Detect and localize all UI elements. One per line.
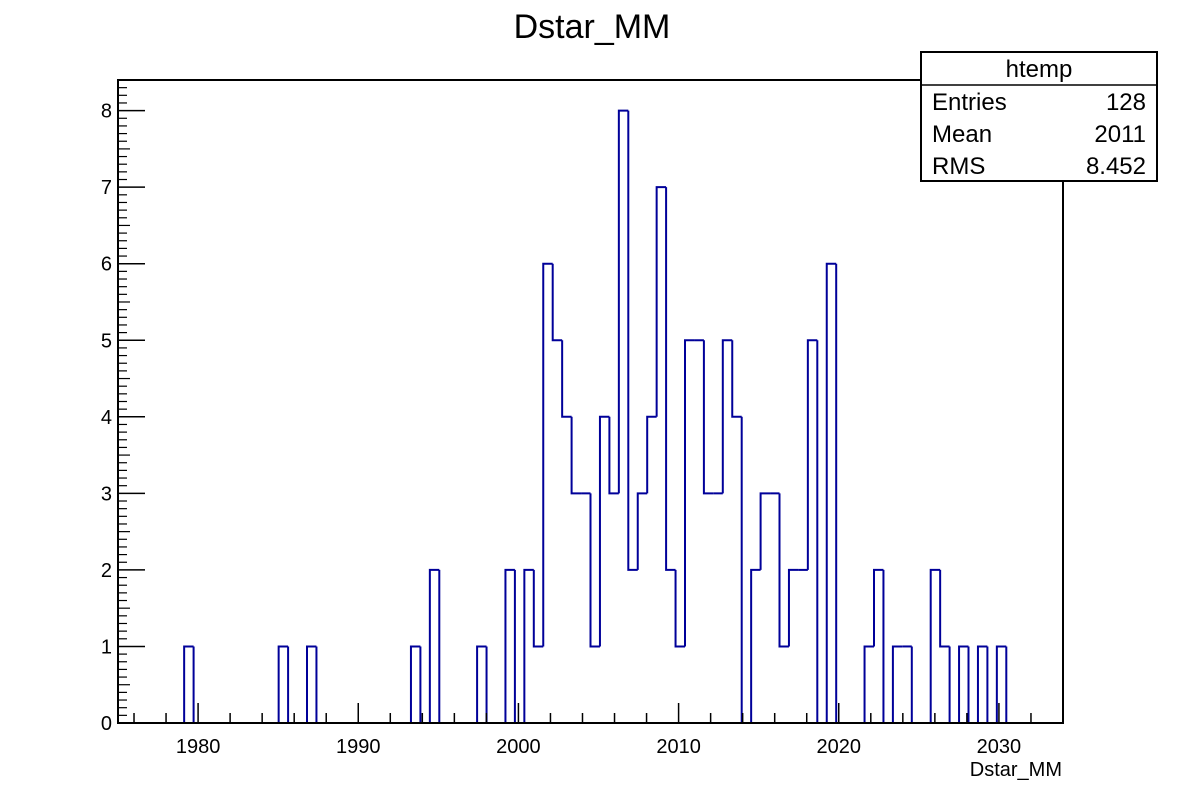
histogram-bin	[277, 645, 289, 723]
histogram-bin	[665, 187, 676, 571]
histogram-bin	[910, 646, 922, 724]
stats-rms-label: RMS	[932, 153, 985, 180]
x-axis: 1980 1990 2000 2010 2020 2030	[133, 703, 1064, 758]
histogram-bin	[655, 186, 667, 417]
stats-mean-label: Mean	[932, 121, 992, 148]
histogram-bin	[315, 646, 326, 724]
histogram-bin	[551, 263, 563, 342]
histogram-bin	[976, 645, 988, 723]
histogram-bin	[806, 339, 818, 570]
histogram-bin	[995, 645, 1007, 723]
stats-box-frame	[920, 51, 1158, 182]
y-tick-label: 2	[101, 560, 112, 582]
chart-title: Dstar_MM	[514, 8, 671, 46]
histogram-bin	[778, 493, 789, 648]
y-tick-label: 3	[101, 483, 112, 505]
y-tick-label: 0	[101, 713, 112, 735]
histogram-bin	[646, 415, 657, 494]
histogram-bin	[570, 416, 582, 495]
histogram-bin	[287, 646, 298, 724]
x-tick-label: 2010	[656, 736, 701, 758]
histogram-bin	[523, 568, 534, 723]
histogram-bin	[428, 568, 440, 723]
histogram-bin	[476, 645, 487, 723]
histogram-bin	[674, 569, 685, 648]
histogram-bin	[939, 569, 950, 648]
stats-box: htemp Entries 128 Mean 2011 RMS 8.452	[920, 51, 1158, 182]
histogram-bin	[702, 340, 714, 495]
histogram-bin	[740, 416, 752, 724]
histogram-bin	[986, 646, 997, 724]
y-tick-label: 5	[101, 330, 112, 352]
histogram-series	[118, 109, 1063, 724]
histogram-bin	[835, 263, 846, 724]
x-tick-label: 1980	[176, 736, 221, 758]
y-tick-label: 8	[101, 101, 112, 123]
histogram-bin	[589, 493, 600, 648]
y-tick-label: 7	[101, 177, 112, 199]
histogram-bin	[731, 340, 742, 418]
histogram-bin	[967, 646, 978, 724]
histogram-bin	[958, 645, 969, 723]
y-tick-label: 4	[101, 407, 112, 429]
histogram-bin	[825, 262, 837, 723]
stats-entries-value: 128	[1106, 89, 1146, 116]
histogram-bin	[532, 569, 544, 648]
histogram-bin	[816, 340, 827, 724]
histogram-bin	[513, 569, 525, 724]
y-tick-label: 6	[101, 254, 112, 276]
y-tick-label: 1	[101, 636, 112, 658]
histogram-bin	[787, 568, 799, 647]
histogram-bin	[627, 110, 638, 571]
histogram-bin	[608, 416, 619, 495]
histogram-bin	[948, 646, 960, 724]
histogram-bin	[750, 568, 761, 723]
x-tick-label: 2030	[977, 736, 1022, 758]
histogram-bin	[485, 646, 496, 724]
histogram-bin	[561, 340, 572, 418]
histogram-bin	[409, 645, 421, 723]
histogram-bin	[863, 645, 874, 723]
x-axis-title: Dstar_MM	[970, 759, 1062, 781]
histogram-bin	[882, 569, 893, 724]
histogram-bin	[183, 645, 194, 723]
histogram-bin	[438, 569, 449, 724]
stats-rms-value: 8.452	[1086, 153, 1146, 180]
histogram-bin	[617, 109, 629, 494]
histogram-bin	[721, 339, 733, 494]
y-axis: 0 1 2 3 4 5 6 7 8	[101, 87, 145, 735]
histogram-bin	[636, 492, 648, 570]
histogram-bin	[684, 339, 695, 647]
histogram-bin	[542, 262, 553, 647]
histogram-bin	[929, 568, 941, 723]
x-tick-label: 2020	[817, 736, 862, 758]
histogram-bin	[1005, 646, 1016, 724]
stats-entries-label: Entries	[932, 89, 1007, 116]
x-tick-label: 1990	[336, 736, 381, 758]
x-tick-label: 2000	[496, 736, 541, 758]
histogram-bin	[306, 645, 317, 723]
histogram-bin	[419, 646, 430, 724]
histogram-bin	[504, 568, 515, 723]
histogram-bin	[891, 645, 903, 723]
stats-mean-value: 2011	[1094, 121, 1146, 148]
stats-box-title: htemp	[1006, 56, 1073, 83]
histogram-bin	[759, 492, 771, 570]
histogram-bin	[873, 568, 884, 647]
histogram-bin	[598, 415, 610, 647]
